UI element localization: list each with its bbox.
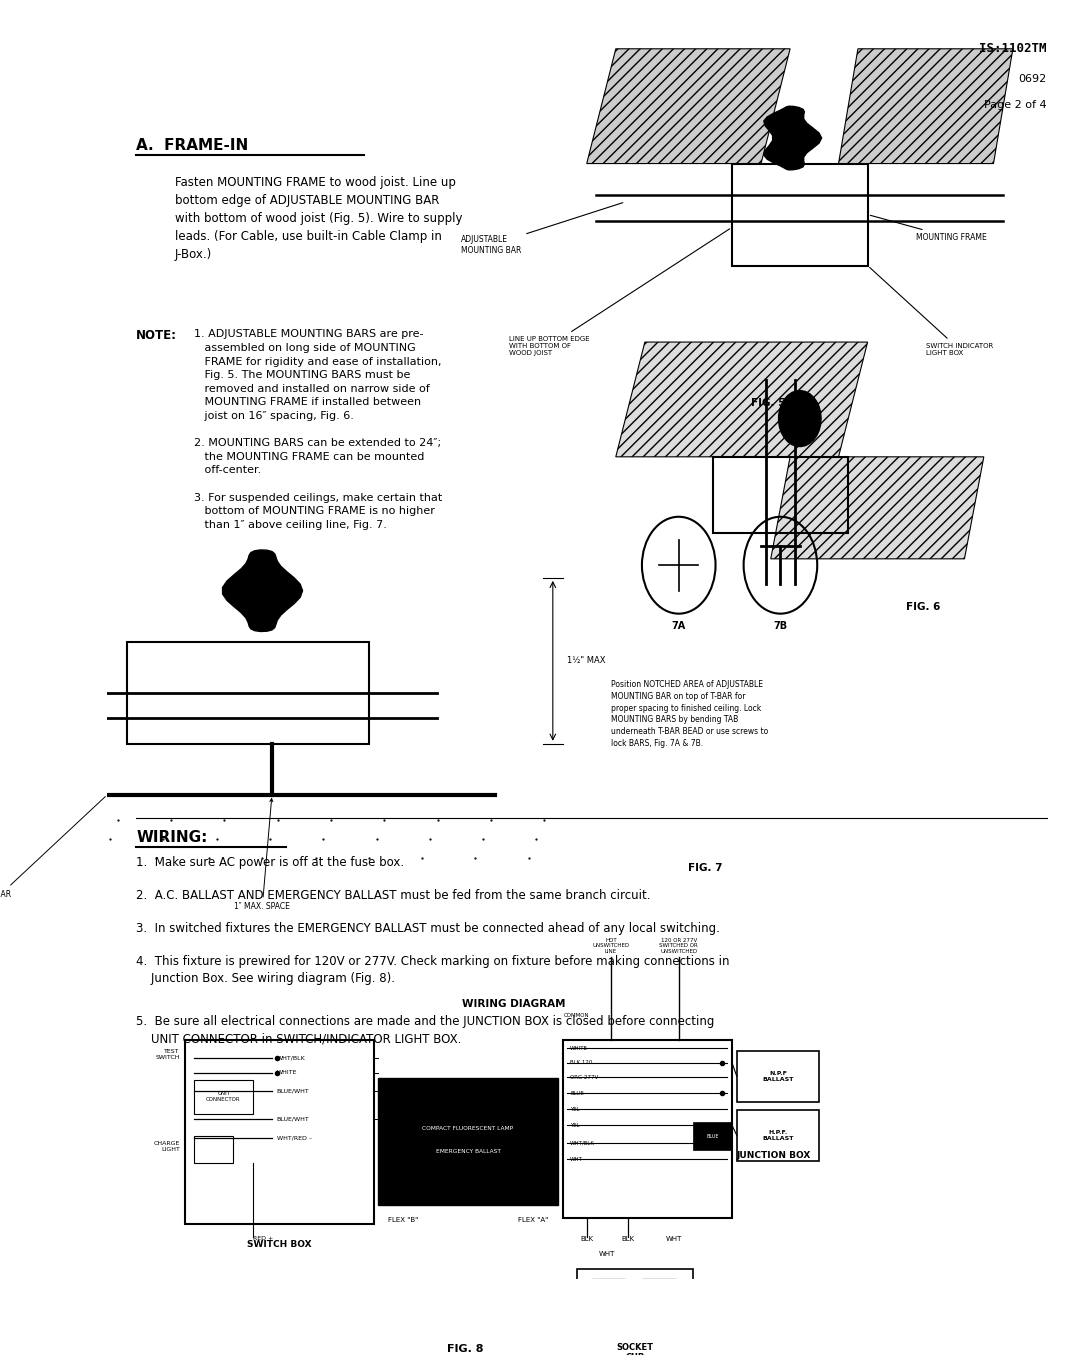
Text: BLK: BLK bbox=[580, 1236, 593, 1243]
Text: BLUE: BLUE bbox=[706, 1134, 719, 1138]
Text: EMERGENCY BALLAST: EMERGENCY BALLAST bbox=[435, 1149, 500, 1154]
Text: WHITE: WHITE bbox=[276, 1070, 297, 1076]
Bar bbox=[732, 164, 867, 266]
Text: BLK 120: BLK 120 bbox=[570, 1060, 593, 1065]
Text: MOUNTING FRAME: MOUNTING FRAME bbox=[870, 215, 987, 243]
Text: TEST
SWITCH: TEST SWITCH bbox=[156, 1049, 180, 1060]
Text: COMMON: COMMON bbox=[564, 1012, 590, 1018]
Bar bbox=[737, 1051, 819, 1102]
Text: FIG. 7: FIG. 7 bbox=[688, 863, 723, 873]
Polygon shape bbox=[764, 106, 822, 169]
Text: WHT: WHT bbox=[570, 1157, 583, 1161]
Text: 0692: 0692 bbox=[1018, 75, 1047, 84]
Text: YEL: YEL bbox=[570, 1123, 580, 1127]
Text: BLUE/WHT: BLUE/WHT bbox=[276, 1089, 310, 1093]
Polygon shape bbox=[586, 49, 791, 164]
Bar bbox=[563, 1039, 732, 1218]
Text: WIRING:: WIRING: bbox=[136, 831, 207, 846]
Bar bbox=[185, 1039, 374, 1225]
Bar bbox=[693, 1122, 732, 1150]
Text: SOCKET
CUP: SOCKET CUP bbox=[617, 1343, 653, 1355]
Text: WIRING DIAGRAM: WIRING DIAGRAM bbox=[462, 999, 566, 1008]
Text: T-BAR: T-BAR bbox=[0, 797, 105, 898]
Text: FIG. 5: FIG. 5 bbox=[752, 398, 786, 408]
Text: N.P.F
BALLAST: N.P.F BALLAST bbox=[762, 1070, 794, 1081]
Text: ORG 277V: ORG 277V bbox=[570, 1075, 598, 1080]
Polygon shape bbox=[616, 341, 867, 457]
Bar bbox=[577, 1270, 693, 1322]
Text: ADJUSTABLE
MOUNTING BAR: ADJUSTABLE MOUNTING BAR bbox=[461, 203, 623, 255]
Polygon shape bbox=[222, 550, 302, 631]
Text: NOTE:: NOTE: bbox=[136, 329, 177, 343]
Text: WHT: WHT bbox=[599, 1251, 616, 1257]
Text: IS:1102TM: IS:1102TM bbox=[980, 42, 1047, 56]
Text: 4.  This fixture is prewired for 120V or 277V. Check marking on fixture before m: 4. This fixture is prewired for 120V or … bbox=[136, 955, 730, 985]
Text: 5.  Be sure all electrical connections are made and the JUNCTION BOX is closed b: 5. Be sure all electrical connections ar… bbox=[136, 1015, 715, 1045]
Text: FIG. 6: FIG. 6 bbox=[906, 602, 941, 612]
Text: YEL: YEL bbox=[570, 1107, 580, 1111]
Text: WHT/BLK: WHT/BLK bbox=[570, 1141, 595, 1145]
Text: 3.  In switched fixtures the EMERGENCY BALLAST must be connected ahead of any lo: 3. In switched fixtures the EMERGENCY BA… bbox=[136, 923, 720, 935]
Bar bbox=[737, 1110, 819, 1161]
Text: A.  FRAME-IN: A. FRAME-IN bbox=[136, 138, 248, 153]
Text: BLK: BLK bbox=[622, 1236, 635, 1243]
Bar bbox=[194, 1080, 253, 1114]
Text: 120 OR 277V
SWITCHED OR
UNSWITCHED: 120 OR 277V SWITCHED OR UNSWITCHED bbox=[660, 938, 698, 954]
Text: BLUE: BLUE bbox=[570, 1091, 584, 1096]
Text: 7A: 7A bbox=[672, 621, 686, 631]
Polygon shape bbox=[838, 49, 1013, 164]
Text: WHT: WHT bbox=[665, 1236, 683, 1243]
Text: RED +: RED + bbox=[253, 1236, 273, 1241]
Text: Position NOTCHED AREA of ADJUSTABLE
MOUNTING BAR on top of T-BAR for
proper spac: Position NOTCHED AREA of ADJUSTABLE MOUN… bbox=[611, 680, 768, 748]
Bar bbox=[592, 1279, 625, 1314]
Text: Fasten MOUNTING FRAME to wood joist. Line up
bottom edge of ADJUSTABLE MOUNTING : Fasten MOUNTING FRAME to wood joist. Lin… bbox=[175, 176, 462, 262]
Polygon shape bbox=[779, 390, 821, 447]
Text: H.P.F.
BALLAST: H.P.F. BALLAST bbox=[762, 1130, 794, 1141]
Text: UNIT
CONNECTOR: UNIT CONNECTOR bbox=[206, 1092, 241, 1102]
Bar bbox=[378, 1077, 557, 1206]
Text: 1.  Make sure AC power is off at the fuse box.: 1. Make sure AC power is off at the fuse… bbox=[136, 856, 405, 869]
Text: WHT/BLK: WHT/BLK bbox=[276, 1056, 306, 1061]
Text: LINE UP BOTTOM EDGE
WITH BOTTOM OF
WOOD JOIST: LINE UP BOTTOM EDGE WITH BOTTOM OF WOOD … bbox=[510, 229, 730, 356]
Bar bbox=[713, 457, 848, 534]
Text: WHT/RED –: WHT/RED – bbox=[276, 1135, 312, 1140]
Polygon shape bbox=[771, 457, 984, 558]
Text: SWITCH BOX: SWITCH BOX bbox=[247, 1240, 311, 1249]
Text: CHARGE
LIGHT: CHARGE LIGHT bbox=[153, 1141, 180, 1152]
Text: HOT
UNSWITCHED
LINE: HOT UNSWITCHED LINE bbox=[592, 938, 630, 954]
Text: BLUE/WHT: BLUE/WHT bbox=[276, 1117, 310, 1122]
Text: SWITCH INDICATOR
LIGHT BOX: SWITCH INDICATOR LIGHT BOX bbox=[869, 267, 993, 356]
Text: WHITE: WHITE bbox=[570, 1046, 589, 1051]
Text: FLEX "B": FLEX "B" bbox=[388, 1217, 418, 1222]
Text: COMPACT FLUORESCENT LAMP: COMPACT FLUORESCENT LAMP bbox=[422, 1126, 514, 1131]
Text: 1½" MAX: 1½" MAX bbox=[567, 656, 606, 665]
Text: 2.  A.C. BALLAST AND EMERGENCY BALLAST must be fed from the same branch circuit.: 2. A.C. BALLAST AND EMERGENCY BALLAST mu… bbox=[136, 889, 651, 902]
Bar bbox=[194, 1135, 233, 1164]
Text: 1. ADJUSTABLE MOUNTING BARS are pre-
   assembled on long side of MOUNTING
   FR: 1. ADJUSTABLE MOUNTING BARS are pre- ass… bbox=[194, 329, 443, 530]
Text: FIG. 8: FIG. 8 bbox=[447, 1344, 484, 1354]
Text: FLEX "A": FLEX "A" bbox=[518, 1217, 549, 1222]
Text: 7B: 7B bbox=[773, 621, 787, 631]
Text: JUNCTION BOX: JUNCTION BOX bbox=[737, 1152, 811, 1160]
Text: 1″ MAX. SPACE: 1″ MAX. SPACE bbox=[234, 798, 291, 912]
Bar bbox=[642, 1279, 676, 1314]
Text: Page 2 of 4: Page 2 of 4 bbox=[984, 100, 1047, 110]
